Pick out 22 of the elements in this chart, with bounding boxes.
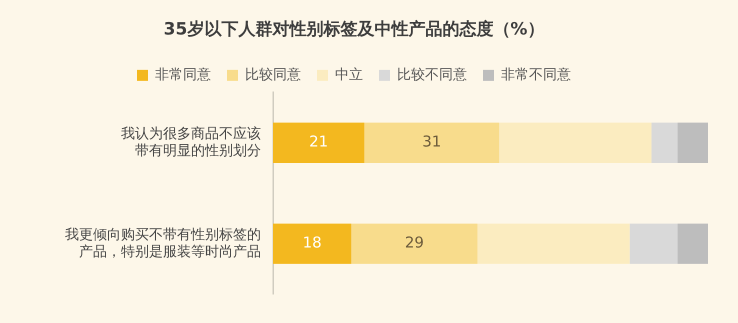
- bar: [678, 122, 708, 164]
- bar: [678, 224, 708, 264]
- data-label: 31: [422, 132, 442, 151]
- chart-title: 35岁以下人群对性别标签及中性产品的态度（%）: [164, 20, 544, 40]
- legend-label: 比较同意: [245, 67, 301, 84]
- data-label: 29: [404, 234, 424, 252]
- y-tick-label: 我更倾向购买不带有性别标签的产品，特别是服装等时尚产品: [65, 226, 261, 260]
- data-label: 21: [309, 132, 328, 151]
- bar: [364, 122, 500, 164]
- bar: [351, 224, 478, 264]
- legend-label: 中立: [335, 67, 363, 84]
- y-tick-label: 我认为很多商品不应该带有明显的性别划分: [121, 126, 261, 159]
- legend-label: 非常同意: [155, 67, 211, 84]
- bar: [273, 224, 352, 264]
- data-label: 18: [302, 234, 322, 252]
- legend-label: 比较不同意: [397, 67, 467, 84]
- legend-label: 非常不同意: [501, 67, 571, 84]
- bar: [651, 122, 678, 164]
- bar: [477, 224, 630, 264]
- bar: [499, 122, 652, 164]
- bar: [630, 224, 678, 264]
- bar: [273, 122, 364, 164]
